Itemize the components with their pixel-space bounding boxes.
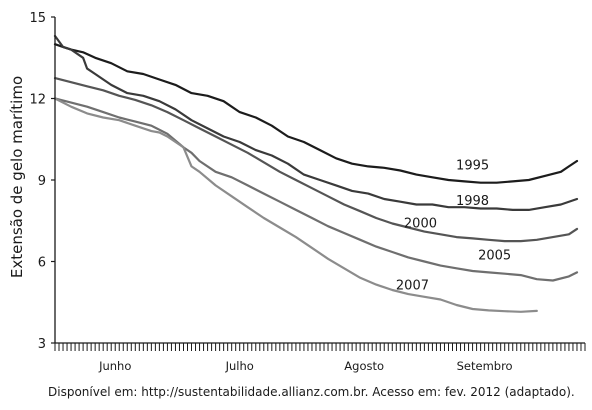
y-tick-label: 9 — [38, 174, 46, 189]
series-line-2000 — [53, 77, 579, 243]
y-axis-label: Extensão de gelo marítimo — [8, 76, 26, 278]
series-layer — [53, 34, 579, 313]
y-tick-label: 12 — [29, 93, 46, 108]
sea-ice-chart: 3 6 9 12 15 Junho Julho Agosto Setembro 1995 1998 2… — [8, 11, 586, 373]
series-line-2007 — [53, 97, 538, 313]
series-line-1998 — [53, 34, 579, 211]
y-tick-label: 15 — [29, 11, 46, 26]
source-caption: Disponível em: http://sustentabilidade.a… — [48, 385, 575, 399]
x-month-label-agosto: Agosto — [344, 359, 384, 373]
series-label-2005: 2005 — [478, 248, 511, 263]
series-label-2007: 2007 — [396, 279, 429, 294]
series-line-2005 — [53, 97, 579, 282]
labels-layer: 3 6 9 12 15 Junho Julho Agosto Setembro 1995 1998 2… — [29, 11, 512, 373]
y-tick-label: 6 — [38, 256, 46, 271]
x-month-label-junho: Junho — [98, 359, 131, 373]
x-month-label-julho: Julho — [225, 359, 254, 373]
x-month-label-setembro: Setembro — [457, 359, 513, 373]
y-tick-label: 3 — [38, 337, 46, 352]
series-label-2000: 2000 — [404, 216, 437, 231]
series-label-1998: 1998 — [456, 194, 489, 209]
x-day-ticks — [54, 343, 586, 351]
series-line-1995 — [53, 43, 579, 184]
series-label-1995: 1995 — [456, 159, 489, 174]
